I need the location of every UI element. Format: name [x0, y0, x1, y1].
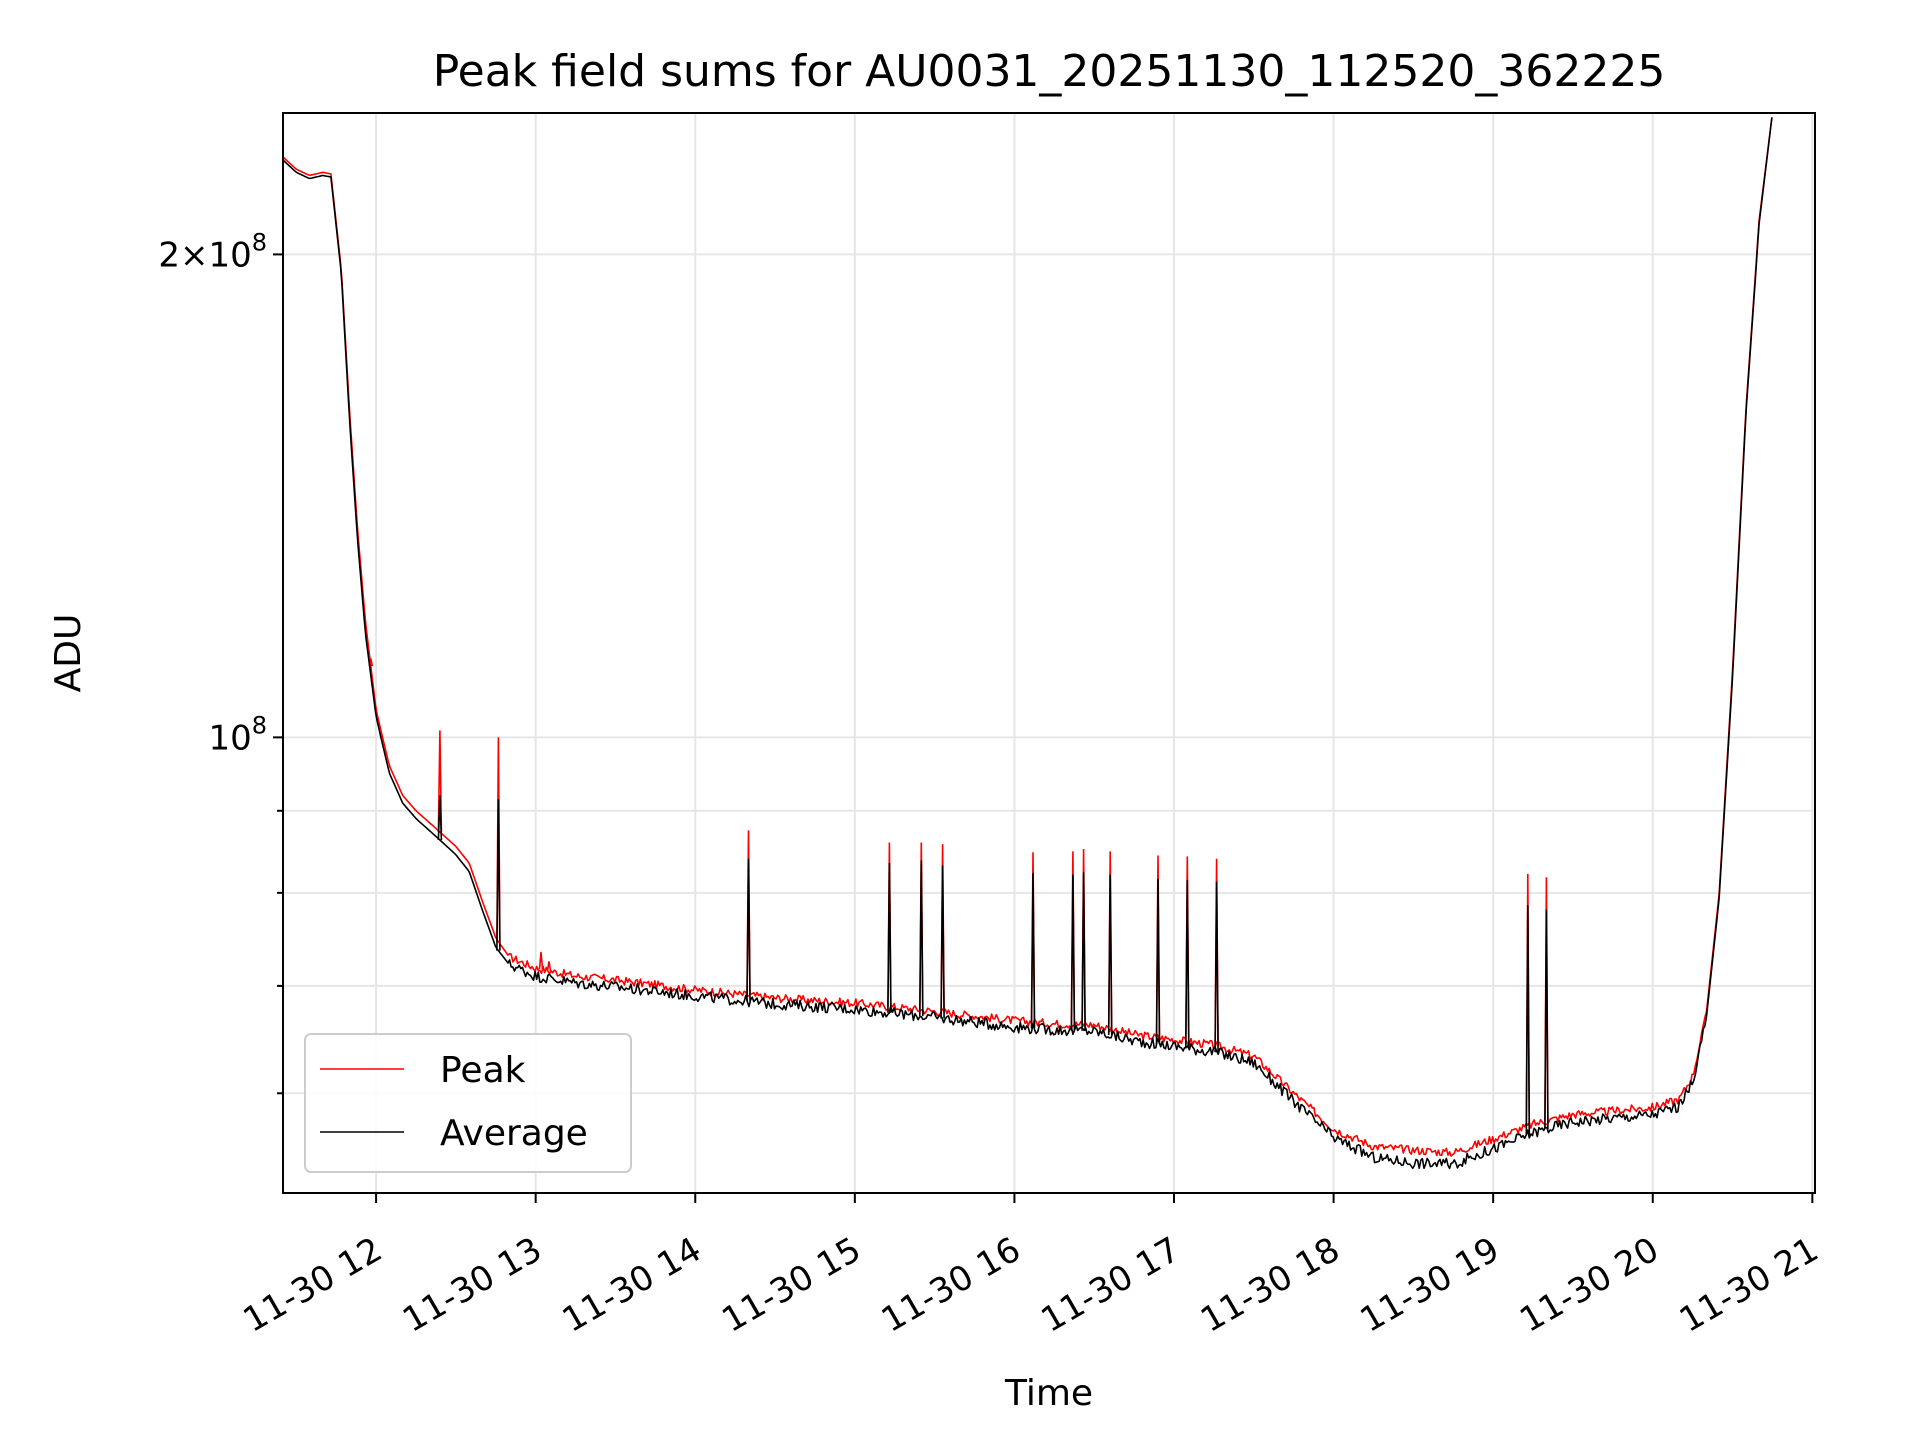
- legend-label-peak: Peak: [440, 1050, 526, 1091]
- series-spike-average: [496, 799, 501, 951]
- series-spike-average: [437, 795, 443, 841]
- legend: Peak Average: [304, 1033, 632, 1173]
- x-axis-label: Time: [1004, 1373, 1093, 1414]
- series-spike-average: [940, 865, 945, 1019]
- y-tick-exponent: 8: [252, 711, 267, 739]
- y-axis-label: ADU: [48, 614, 89, 693]
- series-spike-average: [1544, 909, 1549, 1130]
- series-spike-average: [1155, 878, 1161, 1045]
- chart-title: Peak field sums for AU0031_20251130_1125…: [433, 46, 1666, 97]
- series-spike-average: [1081, 872, 1086, 1031]
- series-spike-average: [919, 860, 924, 1017]
- y-tick-times: ×: [180, 235, 209, 275]
- series-spike-average: [1214, 881, 1219, 1053]
- plot-lines: [283, 117, 1773, 1170]
- series-spike-peak: [546, 961, 552, 971]
- plot-frame: [282, 112, 1816, 1194]
- series-spike-average: [746, 858, 751, 1002]
- y-tick-label: 2×108: [158, 228, 267, 275]
- legend-label-average: Average: [440, 1113, 588, 1154]
- series-spike-peak: [538, 951, 544, 970]
- series-spike-average: [887, 862, 892, 1013]
- series-spike-peak: [437, 730, 443, 833]
- series-spike-average: [1070, 874, 1076, 1031]
- y-tick-base: 10: [208, 235, 251, 275]
- series-spike-average: [1185, 879, 1190, 1049]
- y-tick-exponent: 8: [252, 228, 267, 256]
- series-line-average: [283, 117, 1773, 1170]
- series-spike-average: [1525, 905, 1531, 1135]
- y-tick-coefficient: 2: [158, 235, 180, 275]
- series-spike-average: [1107, 874, 1113, 1036]
- y-tick-base: 10: [208, 718, 251, 758]
- y-tick-label: 108: [208, 711, 267, 758]
- series-spike-average: [1030, 873, 1036, 1029]
- series-line-peak: [283, 117, 1773, 1157]
